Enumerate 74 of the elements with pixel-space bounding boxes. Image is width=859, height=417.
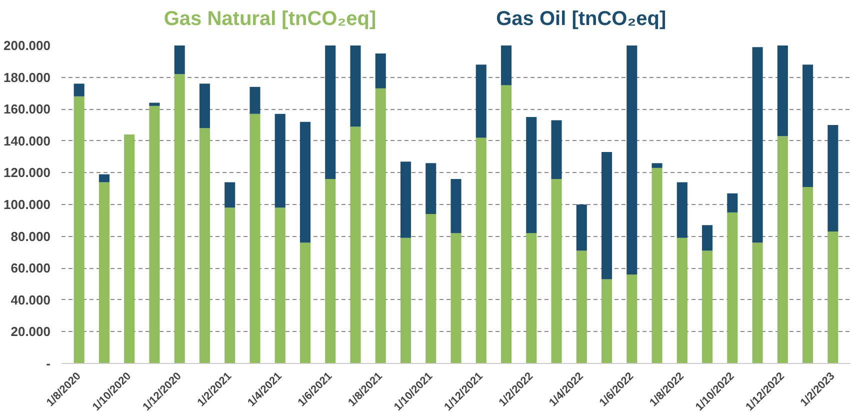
bar [500,85,512,364]
bar [752,242,763,364]
bar [224,208,236,364]
bar [325,179,336,364]
bar [702,225,713,251]
y-tick-label: 120.000 [4,165,51,180]
text: Gas Natural [tnCO₂eq] [164,8,376,30]
bar [576,204,587,251]
y-tick-label: 20.000 [10,324,51,340]
y-tick-label: 160.000 [4,102,51,117]
bar [727,193,738,212]
bar [652,163,662,168]
bar [802,187,814,364]
bar [149,106,160,364]
bar [149,102,160,106]
bar [174,46,185,74]
bar [626,274,638,364]
bar [400,238,412,364]
bar [476,138,486,364]
bar [727,212,738,364]
bar [828,232,838,364]
bar [375,53,386,88]
bar [601,279,612,364]
bar [350,46,361,127]
y-tick-label: 80.000 [10,228,51,244]
bar [274,114,286,208]
bar [74,84,84,96]
bar [300,242,311,364]
bar [777,136,788,364]
series-label: Gas Oil [tnCO₂eq] [496,8,666,30]
bar [98,182,110,364]
bar [400,162,412,238]
bar [98,174,110,182]
bar [828,125,838,232]
bar [199,128,210,364]
bar [300,122,311,243]
bar [626,46,638,274]
bar [450,233,462,364]
bar [426,214,436,364]
bar [702,250,713,364]
bar [325,46,336,180]
bar [676,182,688,238]
bar [199,84,210,128]
bar [476,64,486,138]
bar [426,163,436,214]
y-tick-label: 40.000 [10,292,51,308]
bar [375,88,386,364]
bar [350,126,361,364]
bar [676,238,688,364]
bar [551,179,562,364]
bar [250,114,260,364]
y-tick-label: 60.000 [10,260,51,276]
bar [526,117,537,234]
bar [450,179,462,234]
bar [652,168,662,364]
bar [551,120,562,180]
bar [124,134,135,364]
bar [802,64,814,188]
bar [274,208,286,364]
bar [576,250,587,364]
y-tick-label: 200.000 [4,38,51,53]
bar [174,74,185,364]
y-tick-label: 180.000 [4,70,51,85]
bar [74,96,84,364]
y-tick-label: 140.000 [4,133,51,148]
bar [250,86,260,114]
bar [224,182,236,208]
bar [500,46,512,86]
bar [526,233,537,364]
bar [777,46,788,136]
bar [601,152,612,280]
y-tick-label: 100.000 [4,197,51,212]
y-tick-label: - [46,356,51,371]
bar [752,47,763,243]
